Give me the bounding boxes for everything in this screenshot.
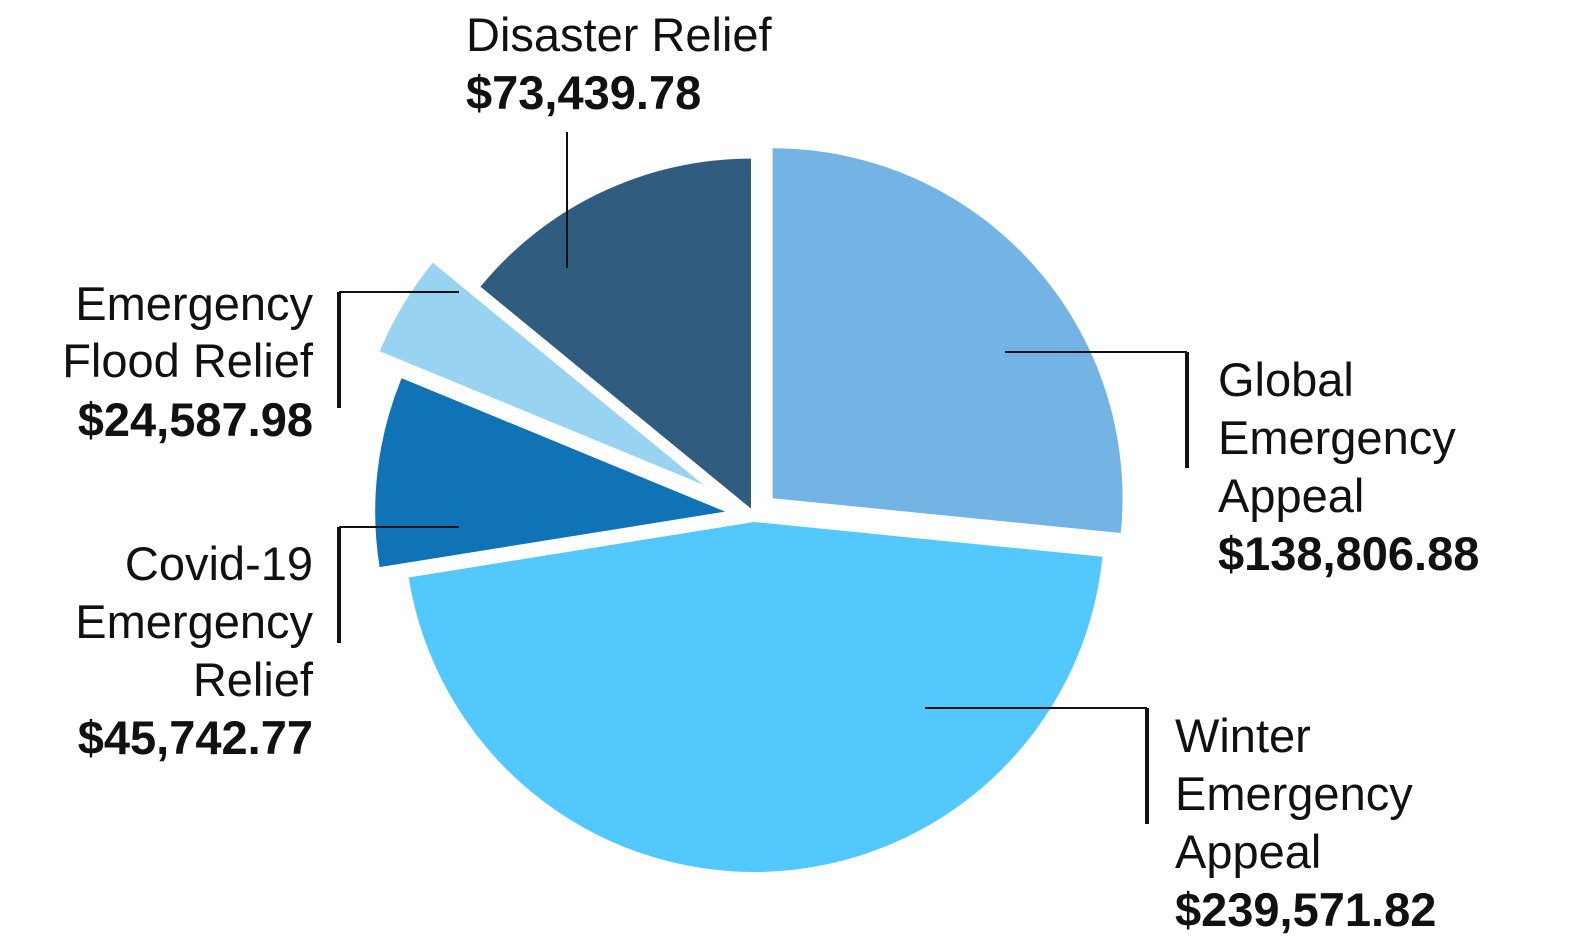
slice-value-label: $73,439.78 (466, 66, 701, 119)
label-global-emergency-appeal: Global Emergency Appeal $138,806.88 (1218, 353, 1479, 580)
slice-name-line: Emergency (75, 277, 313, 330)
slice-global-emergency-appeal (772, 148, 1123, 533)
slice-name-line: Global (1218, 353, 1354, 406)
slice-name-line: Emergency (1218, 411, 1456, 464)
slice-name-line: Relief (193, 653, 314, 706)
label-winter-emergency-appeal: Winter Emergency Appeal $239,571.82 (1175, 709, 1436, 936)
slice-value-label: $138,806.88 (1218, 527, 1479, 580)
slice-name-line: Flood Relief (62, 334, 314, 387)
label-covid-19-emergency-relief: Covid-19 Emergency Relief $45,742.77 (75, 537, 314, 764)
pie-slices (375, 148, 1123, 872)
slice-name-line: Disaster Relief (466, 8, 773, 61)
slice-emergency-flood-relief (379, 262, 704, 485)
slice-name-line: Appeal (1218, 469, 1364, 522)
slice-value-label: $239,571.82 (1175, 883, 1436, 936)
slice-disaster-relief (480, 158, 752, 509)
label-emergency-flood-relief: Emergency Flood Relief $24,587.98 (62, 277, 314, 446)
slice-covid-19-emergency-relief (375, 378, 726, 568)
slice-winter-emergency-appeal (408, 521, 1103, 872)
slice-value-label: $45,742.77 (78, 711, 313, 764)
slice-value-label: $24,587.98 (78, 393, 313, 446)
slice-name-line: Covid-19 (125, 537, 313, 590)
slice-name-line: Winter (1175, 709, 1311, 762)
slice-name-line: Emergency (75, 595, 313, 648)
slice-name-line: Appeal (1175, 825, 1321, 878)
slice-name-line: Emergency (1175, 767, 1413, 820)
leader-lines (337, 132, 1189, 824)
label-disaster-relief: Disaster Relief $73,439.78 (466, 8, 773, 119)
